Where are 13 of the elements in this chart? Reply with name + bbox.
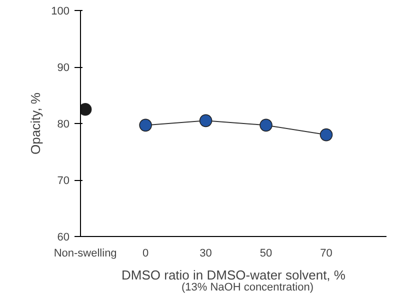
y-axis-title: Opacity, %	[28, 92, 44, 154]
y-tick-label: 70	[57, 175, 70, 187]
y-tick-label: 60	[57, 232, 70, 244]
x-tick-label: Non-swelling	[54, 248, 117, 260]
y-tick-label: 90	[57, 62, 70, 74]
text: (13% NaOH concentration)	[181, 282, 314, 294]
x-tick-label: 30	[200, 248, 212, 260]
y-tick-label: 100	[51, 6, 70, 18]
x-tick-label: 70	[320, 248, 332, 260]
y-tick-label: 80	[57, 118, 70, 130]
x-tick-label: 50	[260, 248, 272, 260]
x-axis-title: DMSO ratio in DMSO-water solvent, %	[122, 268, 346, 282]
x-tick-label: 0	[142, 248, 149, 260]
